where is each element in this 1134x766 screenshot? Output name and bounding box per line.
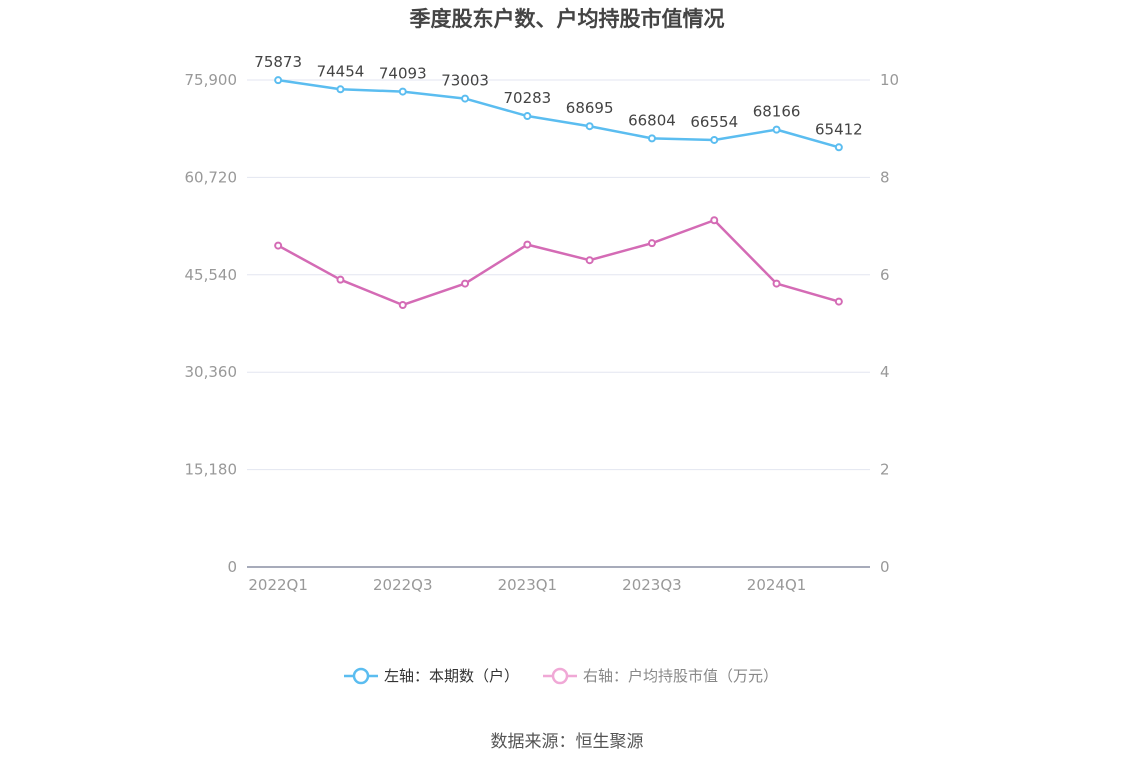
left-axis-tick-label: 0	[227, 558, 237, 576]
legend-label: 右轴：户均持股市值（万元）	[583, 667, 778, 685]
data-point[interactable]	[710, 216, 719, 225]
right-axis-tick-label: 6	[880, 266, 890, 284]
series-1: 75873 74454 74093 73003 70283 68695 66804 66554…	[254, 53, 863, 152]
series-line	[277, 78, 840, 149]
data-point[interactable]	[834, 143, 843, 152]
data-label: 66554	[690, 113, 738, 131]
data-label: 66804	[628, 111, 676, 129]
left-axis-ticks: 0 15,180 30,360 45,540 60,720 75,900	[185, 71, 238, 576]
data-point[interactable]	[398, 300, 407, 309]
source-note: 数据来源：恒生聚源	[491, 732, 644, 752]
data-point[interactable]	[647, 239, 656, 248]
series-line	[277, 219, 840, 307]
data-point[interactable]	[336, 275, 345, 284]
legend-marker	[352, 667, 370, 685]
right-axis-tick-label: 10	[880, 71, 899, 89]
data-point[interactable]	[647, 134, 656, 143]
data-point[interactable]	[834, 297, 843, 306]
data-point[interactable]	[398, 87, 407, 96]
right-axis-ticks: 0 2 4 6 8 10	[880, 71, 899, 576]
data-point[interactable]	[710, 135, 719, 144]
left-axis-tick-label: 45,540	[185, 266, 238, 284]
x-tick-label: 2024Q1	[747, 576, 807, 594]
data-label: 73003	[441, 72, 489, 90]
legend-item-1[interactable]: 左轴：本期数（户）	[344, 667, 519, 685]
data-point[interactable]	[274, 76, 283, 85]
legend-item-2[interactable]: 右轴：户均持股市值（万元）	[543, 667, 778, 685]
data-point[interactable]	[523, 112, 532, 121]
data-point[interactable]	[461, 279, 470, 288]
data-label: 70283	[503, 89, 551, 107]
left-axis-tick-label: 75,900	[185, 71, 238, 89]
data-point[interactable]	[772, 125, 781, 134]
data-point[interactable]	[336, 85, 345, 94]
data-label: 74454	[317, 62, 365, 80]
right-axis-tick-label: 2	[880, 461, 890, 479]
x-tick-label: 2022Q3	[373, 576, 433, 594]
data-point[interactable]	[523, 240, 532, 249]
left-axis-tick-label: 60,720	[185, 168, 238, 186]
right-axis-tick-label: 0	[880, 558, 890, 576]
x-tick-label: 2023Q3	[622, 576, 682, 594]
data-label: 74093	[379, 65, 427, 83]
data-point[interactable]	[461, 94, 470, 103]
grid-lines	[247, 79, 870, 471]
legend-marker	[551, 667, 569, 685]
data-point[interactable]	[772, 279, 781, 288]
data-label: 75873	[254, 53, 302, 71]
data-point[interactable]	[585, 256, 594, 265]
left-axis-tick-label: 30,360	[185, 363, 238, 381]
series-layer: 75873 74454 74093 73003 70283 68695 66804 66554…	[254, 53, 863, 309]
x-tick-label: 2022Q1	[248, 576, 308, 594]
data-label: 68695	[566, 99, 614, 117]
right-axis-tick-label: 4	[880, 363, 890, 381]
legend[interactable]: 左轴：本期数（户） 右轴：户均持股市值（万元）	[344, 667, 778, 685]
right-axis-tick-label: 8	[880, 168, 890, 186]
x-axis: 2022Q1 2022Q3 2023Q1 2023Q3 2024Q1	[247, 566, 870, 594]
x-tick-label: 2023Q1	[498, 576, 558, 594]
left-axis-tick-label: 15,180	[185, 461, 238, 479]
data-label: 68166	[753, 103, 801, 121]
series-2	[274, 216, 843, 309]
data-label: 65412	[815, 120, 863, 138]
data-point[interactable]	[585, 122, 594, 131]
legend-label: 左轴：本期数（户）	[384, 667, 519, 685]
data-point[interactable]	[274, 241, 283, 250]
chart-title: 季度股东户数、户均持股市值情况	[410, 7, 725, 31]
